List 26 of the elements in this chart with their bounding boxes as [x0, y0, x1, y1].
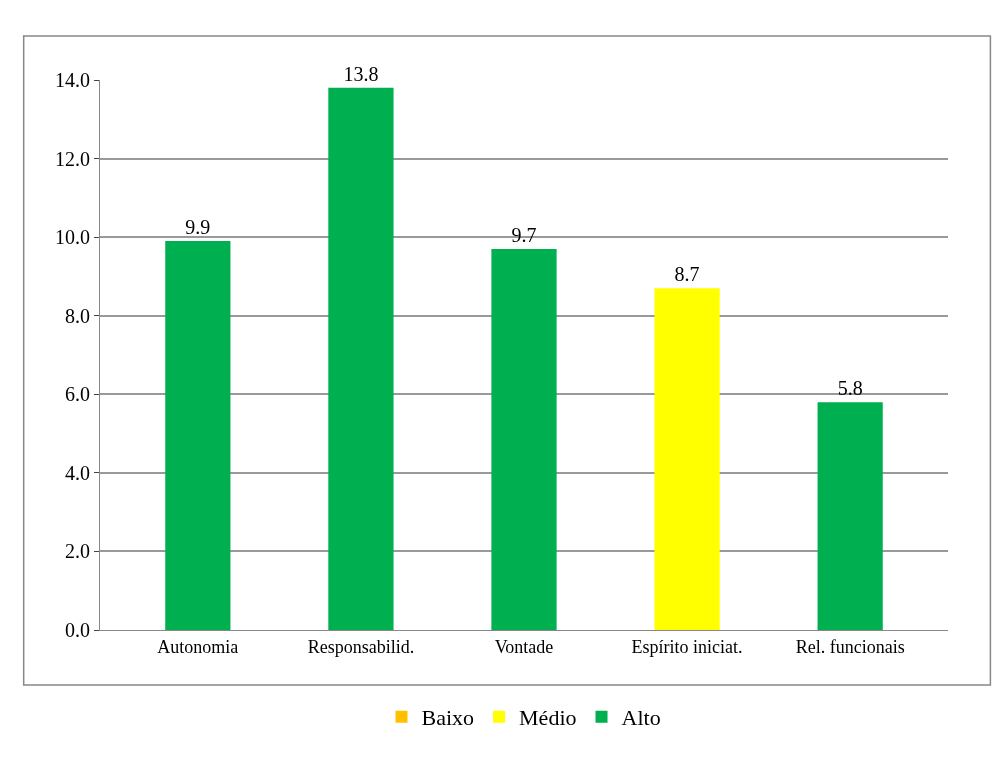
bar [491, 248, 557, 630]
bar [817, 402, 883, 630]
bar [165, 241, 231, 630]
y-tick-label: 4.0 [65, 461, 90, 484]
legend-label: Alto [621, 705, 661, 731]
legend-label: Médio [519, 705, 577, 731]
x-tick-label: Responsabilid. [307, 636, 415, 657]
y-tick-label: 6.0 [65, 383, 90, 406]
x-tick-label: Autonomia [157, 636, 239, 657]
data-label: 9.7 [511, 223, 537, 246]
data-label: 9.9 [185, 216, 211, 239]
data-label: 8.7 [674, 263, 700, 286]
data-label: 5.8 [837, 377, 863, 400]
x-tick-label: Espírito iniciat. [631, 636, 743, 657]
y-tick-label: 0.0 [65, 619, 90, 641]
y-tick-label: 12.0 [55, 147, 90, 170]
bar [328, 87, 394, 630]
y-tick-label: 8.0 [65, 304, 90, 327]
x-tick-label: Rel. funcionais [795, 636, 905, 657]
legend-label: Baixo [421, 705, 475, 731]
y-tick-label: 2.0 [65, 540, 90, 563]
x-tick-label: Vontade [494, 636, 554, 657]
y-tick-label: 10.0 [55, 226, 90, 249]
y-tick-label: 14.0 [55, 69, 90, 91]
data-label: 13.8 [343, 62, 379, 85]
bar [654, 288, 720, 630]
